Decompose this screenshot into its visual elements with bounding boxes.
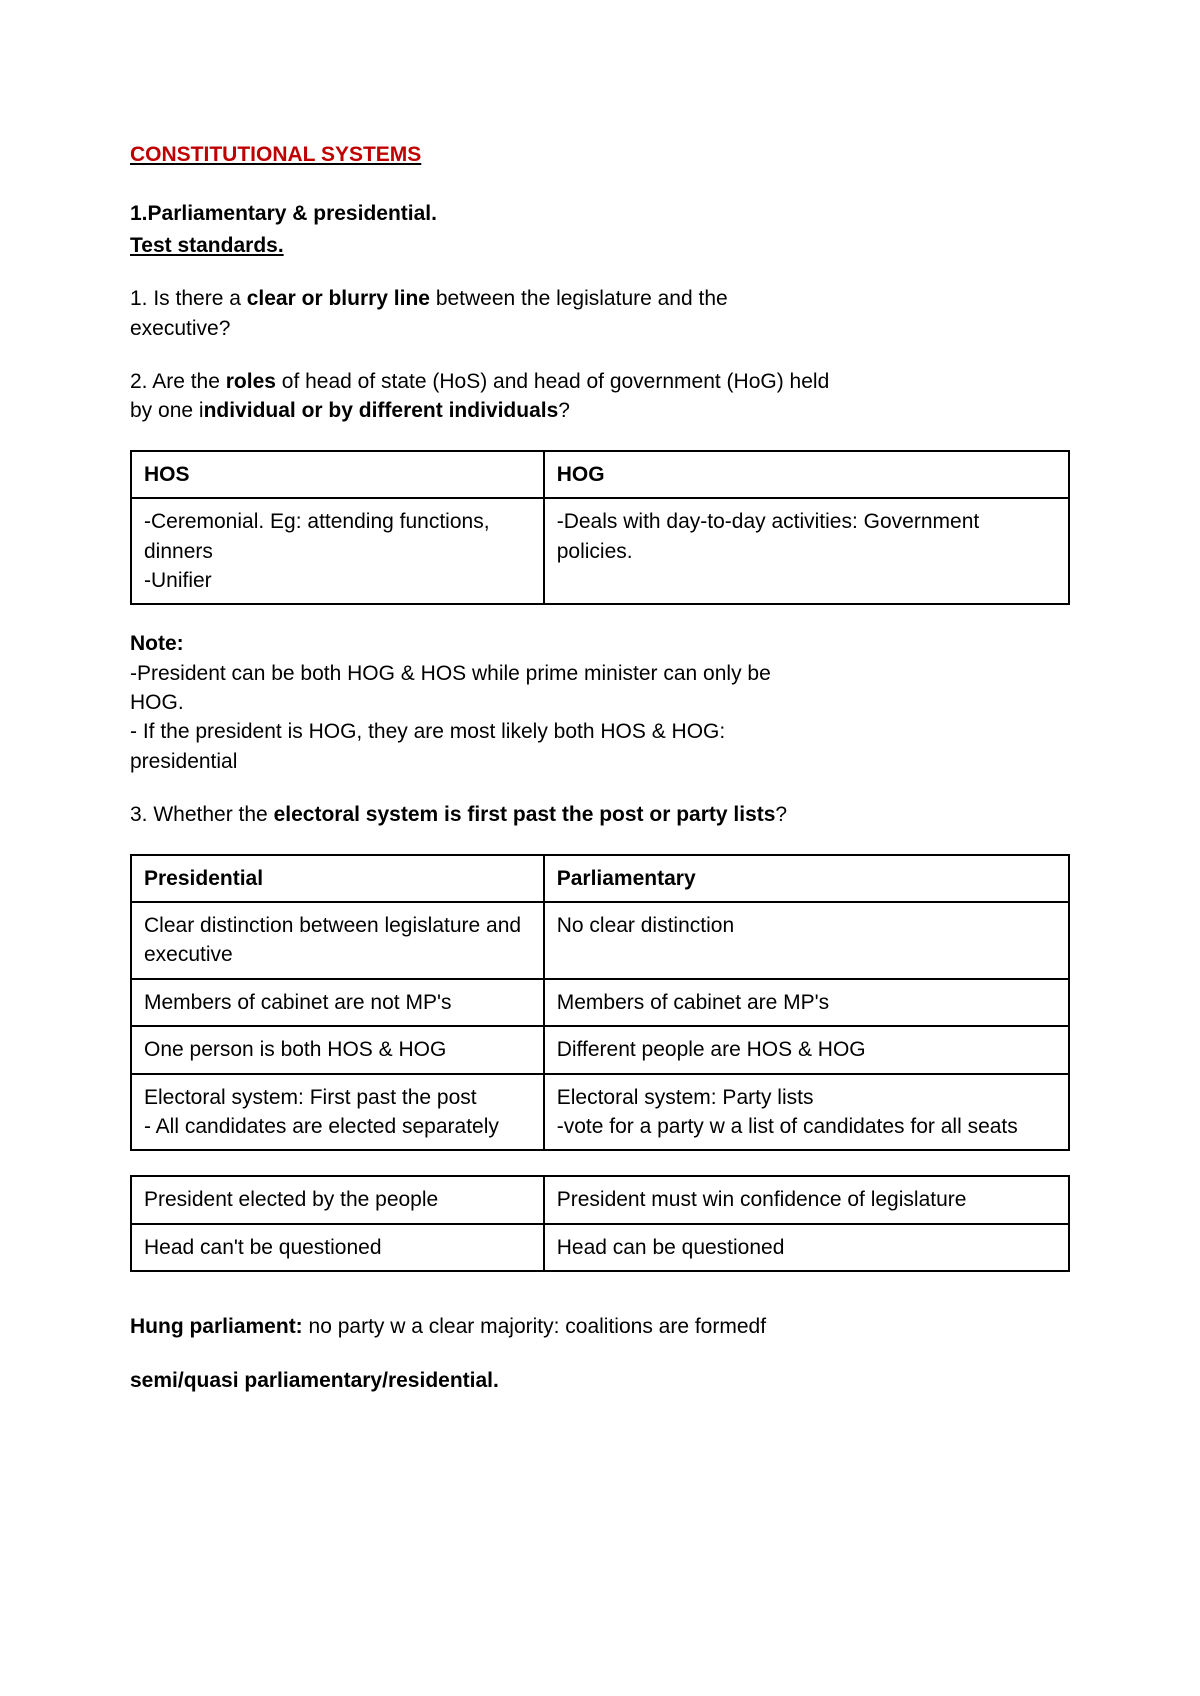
note-block: Note: -President can be both HOG & HOS w…	[130, 629, 1070, 776]
note-line4: presidential	[130, 747, 1070, 776]
table-row: Presidential Parliamentary	[131, 855, 1069, 902]
cell: Head can be questioned	[544, 1224, 1069, 1271]
title-text: CONSTITUTIONAL SYSTEMS	[130, 143, 421, 166]
q3-prefix: 3. Whether the	[130, 803, 274, 826]
presidential-parliamentary-table: Presidential Parliamentary Clear distinc…	[130, 854, 1070, 1152]
q1-suffix2: executive?	[130, 317, 230, 340]
note-label: Note:	[130, 629, 1070, 658]
cell: Electoral system: First past the post- A…	[131, 1074, 544, 1151]
cell: Members of cabinet are MP's	[544, 979, 1069, 1026]
question-2: 2. Are the roles of head of state (HoS) …	[130, 367, 1070, 426]
table-row: President elected by the people Presiden…	[131, 1176, 1069, 1223]
table-row: -Ceremonial. Eg: attending functions, di…	[131, 498, 1069, 604]
cell: President elected by the people	[131, 1176, 544, 1223]
q2-mid: of head of state (HoS) and head of gover…	[276, 370, 829, 393]
cell: Electoral system: Party lists-vote for a…	[544, 1074, 1069, 1151]
cell: Members of cabinet are not MP's	[131, 979, 544, 1026]
subheading: 1.Parliamentary & presidential. Test sta…	[130, 199, 1070, 260]
q2-bold2: ndividual or by different individuals	[204, 399, 559, 422]
hos-cell: -Ceremonial. Eg: attending functions, di…	[131, 498, 544, 604]
cell: Clear distinction between legislature an…	[131, 902, 544, 979]
table-row: HOS HOG	[131, 451, 1069, 498]
subheading-line1: 1.Parliamentary & presidential.	[130, 199, 1070, 228]
question-1: 1. Is there a clear or blurry line betwe…	[130, 284, 1070, 343]
q3-bold: electoral system is first past the post …	[274, 803, 776, 826]
q1-bold: clear or blurry line	[247, 287, 430, 310]
hung-rest: no party w a clear majority: coalitions …	[303, 1315, 766, 1338]
hung-parliament: Hung parliament: no party w a clear majo…	[130, 1312, 1070, 1341]
subheading-line2: Test standards.	[130, 231, 1070, 260]
table-row: Clear distinction between legislature an…	[131, 902, 1069, 979]
q2-qmark: ?	[558, 399, 570, 422]
hung-bold: Hung parliament:	[130, 1315, 303, 1338]
table-row: Members of cabinet are not MP's Members …	[131, 979, 1069, 1026]
q1-prefix: 1. Is there a	[130, 287, 247, 310]
q2-line2-prefix: by one i	[130, 399, 204, 422]
hog-header: HOG	[544, 451, 1069, 498]
note-line1: -President can be both HOG & HOS while p…	[130, 659, 1070, 688]
hog-cell: -Deals with day-to-day activities: Gover…	[544, 498, 1069, 604]
hos-hog-table: HOS HOG -Ceremonial. Eg: attending funct…	[130, 450, 1070, 606]
hos-header: HOS	[131, 451, 544, 498]
note-line3: - If the president is HOG, they are most…	[130, 717, 1070, 746]
q2-bold1: roles	[226, 370, 276, 393]
q2-prefix: 2. Are the	[130, 370, 226, 393]
cell: Different people are HOS & HOG	[544, 1026, 1069, 1073]
table-row: One person is both HOS & HOG Different p…	[131, 1026, 1069, 1073]
note-line2: HOG.	[130, 688, 1070, 717]
cell: Head can't be questioned	[131, 1224, 544, 1271]
parliamentary-header: Parliamentary	[544, 855, 1069, 902]
cell: President must win confidence of legisla…	[544, 1176, 1069, 1223]
q3-qmark: ?	[775, 803, 787, 826]
cell: One person is both HOS & HOG	[131, 1026, 544, 1073]
question-3: 3. Whether the electoral system is first…	[130, 800, 1070, 829]
semi-quasi-heading: semi/quasi parliamentary/residential.	[130, 1366, 1070, 1395]
q1-suffix1: between the legislature and the	[430, 287, 728, 310]
page-title: CONSTITUTIONAL SYSTEMS	[130, 140, 1070, 169]
table-row: Electoral system: First past the post- A…	[131, 1074, 1069, 1151]
cell: No clear distinction	[544, 902, 1069, 979]
supplementary-table: President elected by the people Presiden…	[130, 1175, 1070, 1272]
table-row: Head can't be questioned Head can be que…	[131, 1224, 1069, 1271]
presidential-header: Presidential	[131, 855, 544, 902]
